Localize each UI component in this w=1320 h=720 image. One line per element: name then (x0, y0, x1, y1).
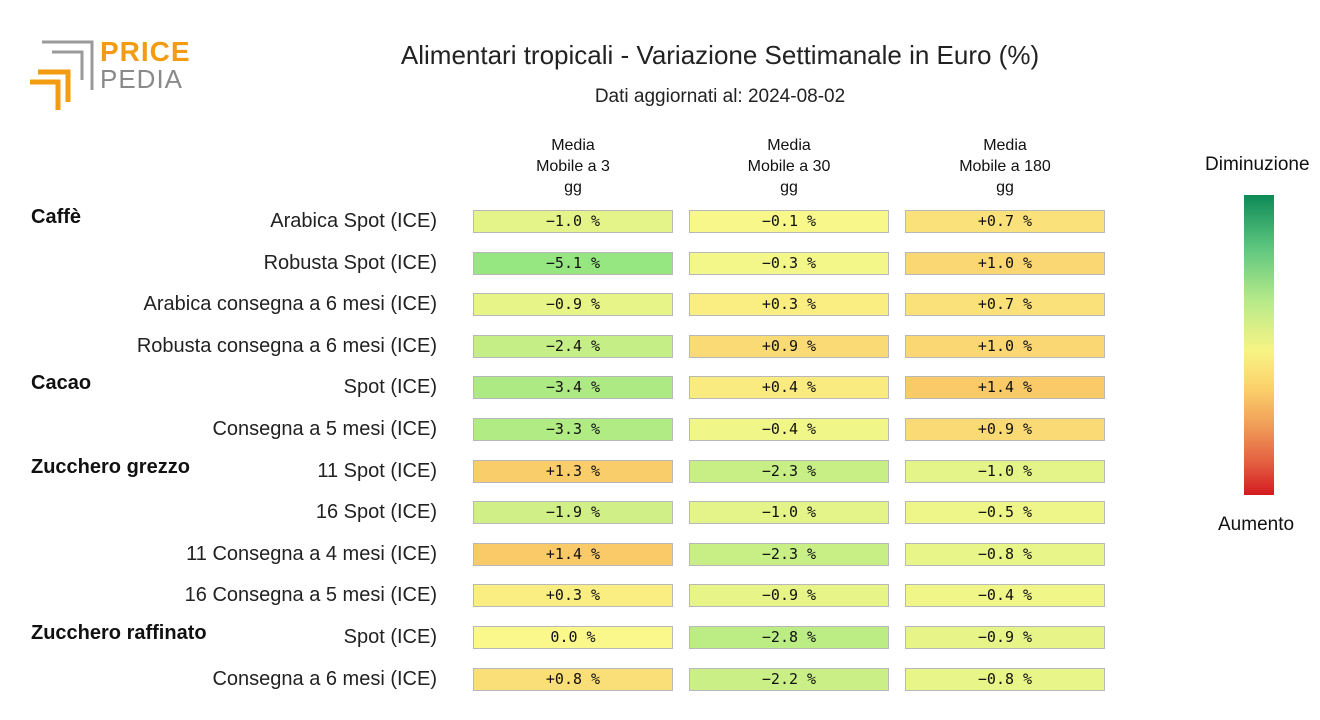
legend-color-bar (1244, 195, 1274, 495)
row-label: 11 Spot (ICE) (317, 459, 437, 482)
heatmap-cell: +0.4 % (689, 376, 889, 400)
heatmap-cell: −1.0 % (689, 501, 889, 525)
row-label: Robusta Spot (ICE) (263, 251, 437, 274)
row-label: 16 Consegna a 5 mesi (ICE) (184, 584, 437, 607)
heatmap-cell: −0.5 % (905, 501, 1105, 525)
heatmap-cell: +0.3 % (689, 293, 889, 317)
row-label: Consegna a 5 mesi (ICE) (212, 418, 437, 440)
heatmap-cell: +1.0 % (905, 251, 1105, 275)
heatmap-cell: −1.9 % (473, 501, 673, 525)
heatmap-cell: −2.3 % (689, 542, 889, 566)
heatmap-cell: −0.4 % (905, 584, 1105, 608)
row-label: Consegna a 6 mesi (ICE) (212, 667, 437, 690)
heatmap-cell: −0.4 % (689, 418, 889, 441)
row-label: Robusta consegna a 6 mesi (ICE) (136, 334, 437, 357)
group-label: Zucchero grezzo (31, 455, 190, 478)
pricepedia-logo: PRICE PEDIA (28, 36, 191, 110)
group-label: Caffè (31, 206, 82, 228)
heatmap-cell: −2.2 % (689, 667, 889, 691)
heatmap-cell: +0.7 % (905, 210, 1105, 233)
heatmap-cell: +0.8 % (473, 667, 673, 691)
legend-top-label: Diminuzione (1205, 154, 1310, 175)
heatmap-cell: −0.3 % (689, 251, 889, 275)
heatmap-cell: −0.9 % (689, 584, 889, 608)
heatmap-cell: +1.3 % (473, 459, 673, 483)
logo-mark-icon (30, 40, 94, 110)
heatmap-cell: +1.0 % (905, 334, 1105, 358)
heatmap-cell: −1.0 % (905, 459, 1105, 483)
row-label: Arabica Spot (ICE) (270, 210, 437, 232)
row-label: Spot (ICE) (343, 626, 437, 648)
heatmap-cell: −3.3 % (473, 418, 673, 441)
chart-title: Alimentari tropicali - Variazione Settim… (400, 40, 1040, 70)
legend-bottom-label: Aumento (1218, 514, 1295, 535)
logo-text-price: PRICE (100, 36, 191, 67)
heatmap-cell: −0.1 % (689, 210, 889, 233)
column-header-3: Media Mobile a 180 gg (959, 137, 1051, 196)
heatmap-cell: −3.4 % (473, 376, 673, 400)
column-header-2: Media Mobile a 30 gg (747, 137, 831, 196)
heatmap-cell: +0.7 % (905, 293, 1105, 317)
heatmap-cell: −0.8 % (905, 667, 1105, 691)
heatmap-cell: +0.3 % (473, 584, 673, 608)
heatmap-cell: −2.3 % (689, 459, 889, 483)
heatmap-cell: −2.8 % (689, 626, 889, 649)
heatmap-cell: +0.9 % (689, 334, 889, 358)
row-label: 16 Spot (ICE) (315, 501, 437, 524)
heatmap-cell: −0.8 % (905, 542, 1105, 566)
heatmap-cell: −5.1 % (473, 251, 673, 275)
row-label: Spot (ICE) (343, 376, 437, 399)
heatmap-cell: +1.4 % (473, 542, 673, 566)
heatmap-cell: −1.0 % (473, 210, 673, 233)
heatmap-cell: −2.4 % (473, 334, 673, 358)
group-label: Cacao (31, 372, 92, 395)
row-label: Arabica consegna a 6 mesi (ICE) (143, 293, 437, 316)
heatmap-cell: +0.9 % (905, 418, 1105, 441)
group-label: Zucchero raffinato (31, 622, 207, 644)
column-header-1: Media Mobile a 3 gg (536, 137, 610, 196)
heatmap-cell: 0.0 % (473, 626, 673, 649)
heatmap-cell: −0.9 % (473, 293, 673, 317)
heatmap-cell: +1.4 % (905, 376, 1105, 400)
heatmap-cell: −0.9 % (905, 626, 1105, 649)
chart-subtitle: Dati aggiornati al: 2024-08-02 (594, 86, 846, 107)
logo-text-pedia: PEDIA (100, 64, 184, 94)
row-label: 11 Consegna a 4 mesi (ICE) (186, 542, 437, 565)
